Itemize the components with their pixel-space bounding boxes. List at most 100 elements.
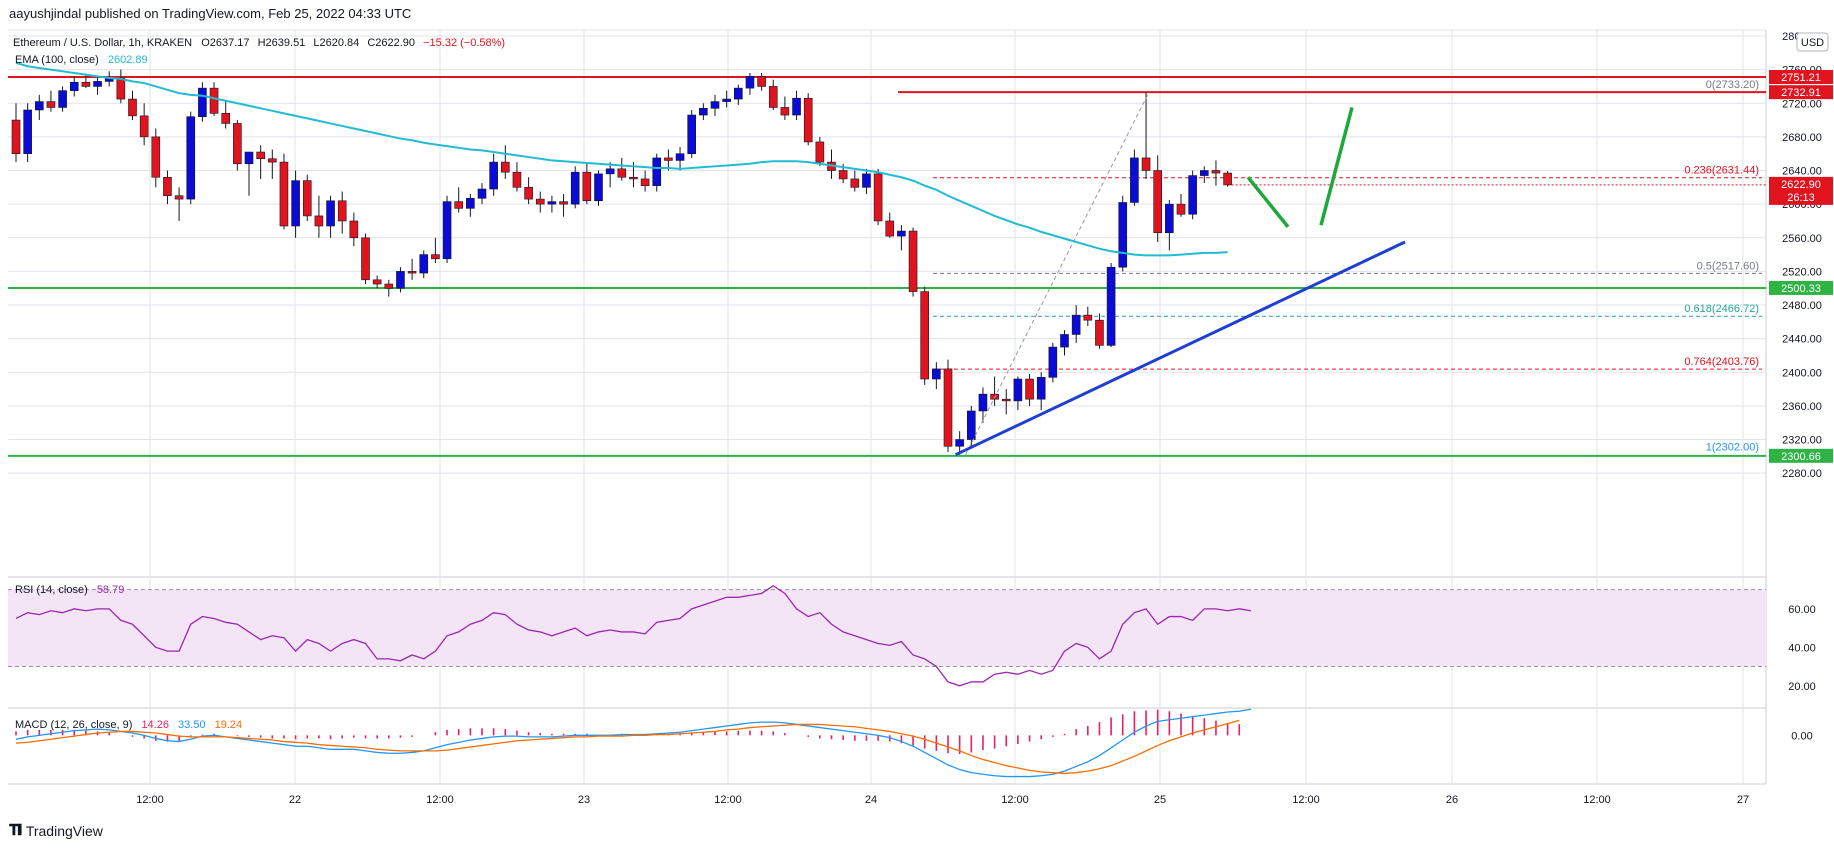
axes: 12:00 22 12:00 23 12:00 24 12:00 25 12:00 26 12:00…: [136, 31, 1833, 806]
legend-ema-value: 2602.89: [108, 54, 148, 66]
price-tick-label: 2440.00: [1782, 334, 1822, 346]
candle-body: [302, 180, 312, 217]
legend-ema-label: EMA (100, close): [15, 54, 99, 66]
time-tick-label: 12:00: [1292, 794, 1320, 806]
candle-body: [23, 109, 32, 155]
candle-body: [768, 86, 778, 108]
legend-change: −15.32 (−0.58%): [423, 37, 505, 49]
fib-label-0.5: 0.5(2517.60): [1697, 260, 1759, 272]
candle-body: [897, 230, 906, 237]
candle-body: [932, 368, 941, 380]
rsi-tick-label: 20.00: [1788, 681, 1816, 693]
time-tick-label: 27: [1737, 794, 1749, 806]
macd-signal-line: [15, 719, 1240, 775]
grid: [8, 29, 1767, 785]
candle-body: [943, 368, 953, 447]
price-tick-label: 2640.00: [1782, 166, 1822, 178]
fib-label-0.764: 0.764(2403.76): [1684, 356, 1759, 368]
tradingview-brand[interactable]: 𝐓❙ TradingView: [9, 822, 103, 839]
ema-line: [15, 61, 1228, 257]
candle-body: [733, 87, 743, 100]
legend-rsi-value: 58.79: [97, 584, 125, 596]
time-tick-label: 25: [1154, 794, 1166, 806]
price-tick-label: 2720.00: [1782, 98, 1822, 110]
legend-macd-label: MACD (12, 26, close, 9): [15, 719, 132, 731]
svg-text:EMA (100, close) 2602.89: EMA (100, close) 2602.89: [15, 54, 148, 66]
candle-body: [407, 271, 417, 274]
candle-body: [908, 230, 918, 292]
candle-body: [1153, 170, 1162, 234]
levels: 0(2733.20) 0.236(2631.44) 0.5(2517.60) 0.61…: [8, 76, 1766, 457]
legend-macd-signal: 19.24: [215, 719, 243, 731]
candle-body: [640, 178, 650, 186]
candle-body: [337, 200, 347, 222]
candle-body: [699, 108, 708, 116]
candle-body: [151, 136, 161, 178]
candle-body: [1025, 378, 1034, 400]
projection-down: [1246, 176, 1290, 228]
fib-label-0: 0(2733.20): [1706, 79, 1759, 91]
candle-body: [431, 254, 440, 260]
candle-body: [1176, 203, 1186, 215]
fib-label-0.618: 0.618(2466.72): [1684, 303, 1759, 315]
candle-body: [361, 237, 370, 281]
candle-body: [675, 153, 685, 161]
svg-text:MACD (12, 26, close, 9): MACD (12, 26, close, 9) 14.26 33.50 19.2…: [15, 719, 242, 731]
candle-body: [803, 97, 813, 143]
svg-text:RSI (14, close) 58.79: RSI (14, close) 58.79: [15, 584, 124, 596]
time-tick-label: 24: [865, 794, 877, 806]
candle-body: [139, 115, 149, 138]
candle-body: [1083, 314, 1093, 321]
level-price-badge: [1769, 85, 1833, 100]
legend: Ethereum / U.S. Dollar, 1h, KRAKEN O2637…: [13, 37, 505, 731]
candle-body: [116, 77, 126, 100]
macd-pane: [15, 708, 1252, 778]
macd-tick-label: 0.00: [1791, 730, 1812, 742]
candle-body: [419, 254, 429, 274]
candle-body: [174, 195, 184, 200]
candle-body: [1223, 172, 1232, 186]
candle-body: [326, 200, 335, 227]
candle-body: [442, 201, 452, 260]
legend-close: C2622.90: [367, 37, 415, 49]
candle-body: [1013, 378, 1023, 402]
candle-body: [93, 81, 102, 87]
legend-open: O2637.17: [201, 37, 249, 49]
candle-body: [1095, 319, 1104, 346]
candle-body: [198, 87, 207, 118]
price-tick-label: 2480.00: [1782, 300, 1822, 312]
candle-body: [873, 173, 883, 222]
candle-body: [966, 410, 976, 440]
rsi-band: [8, 589, 1766, 667]
candle-body: [920, 291, 930, 380]
candle-body: [1071, 314, 1081, 335]
level-price-badge: [1769, 280, 1833, 295]
price-tick-label: 2280.00: [1782, 468, 1822, 480]
legend-low: L2620.84: [313, 37, 359, 49]
candle-body: [757, 76, 766, 87]
level-price-badge: [1769, 448, 1833, 463]
candle-body: [1001, 398, 1011, 402]
candle-body: [838, 170, 848, 180]
candle-body: [34, 101, 44, 111]
candle-body: [500, 161, 510, 173]
candle-body: [279, 161, 289, 227]
currency-button[interactable]: USD: [1796, 32, 1829, 52]
candle-body: [11, 119, 21, 155]
candle-body: [978, 393, 988, 412]
time-tick-label: 12:00: [714, 794, 742, 806]
candle-body: [535, 198, 545, 205]
candle-body: [163, 176, 172, 197]
candle-body: [1141, 157, 1151, 171]
candle-body: [256, 151, 265, 160]
candle-body: [1118, 202, 1128, 268]
candle-body: [209, 87, 219, 114]
rsi-tick-label: 40.00: [1788, 642, 1816, 654]
time-tick-label: 23: [578, 794, 590, 806]
level-price-label: 2500.33: [1781, 283, 1821, 295]
publisher-header: aayushjindal published on TradingView.co…: [9, 6, 412, 21]
candle-body: [594, 173, 603, 202]
price-tick-label: 2520.00: [1782, 266, 1822, 278]
svg-text:Ethereum / U.S. Dollar, 1h, KR: Ethereum / U.S. Dollar, 1h, KRAKEN O2637…: [13, 37, 505, 49]
